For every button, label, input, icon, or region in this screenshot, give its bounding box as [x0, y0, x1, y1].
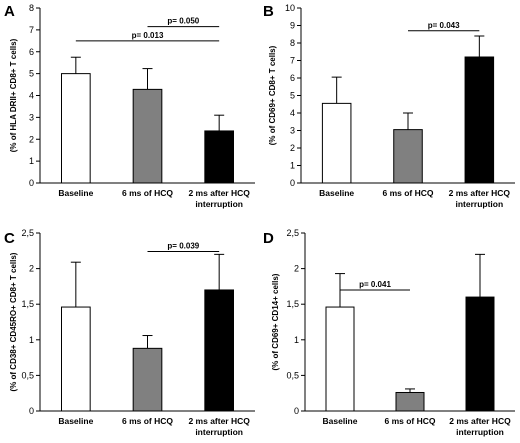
p-value-label: p= 0.050	[167, 17, 199, 26]
bar	[132, 347, 163, 412]
y-tick-label: 8	[29, 3, 34, 13]
category-label: 6 ms of HCQ	[122, 416, 173, 426]
y-tick-label: 4	[290, 108, 295, 118]
y-tick-label: 2	[29, 134, 34, 144]
p-value-label: p= 0.039	[167, 242, 199, 251]
panel-b: B 0 1 2 3 4 5 6 7 8 9 10 (% of CD69+ CD8+ T cells) Ba…	[263, 3, 515, 209]
category-label: Baseline	[58, 416, 93, 426]
category-label: interruption	[455, 199, 503, 209]
category-label: 6 ms of HCQ	[384, 416, 435, 426]
y-tick-label: 3	[29, 112, 34, 122]
y-tick-label: 5	[29, 69, 34, 79]
panel-letter: B	[263, 3, 274, 20]
y-tick-label: 9	[290, 21, 295, 31]
y-tick-label: 2	[290, 143, 295, 153]
y-tick-label: 1	[294, 335, 299, 345]
category-label: 2 ms after HCQ	[188, 188, 250, 198]
y-tick-label: 2	[29, 264, 34, 274]
panel-a: A 0 1 2 3 4 5 6 7 8 (% of HLA DRII+ CD8+ T cells) B…	[4, 3, 255, 209]
y-tick-label: 3	[290, 126, 295, 136]
y-axis-label: (% of CD69+ CD14+ cells)	[271, 273, 280, 370]
y-tick-label: 0	[29, 178, 34, 188]
panel-letter: A	[4, 3, 15, 20]
bar	[61, 73, 91, 184]
y-tick-label: 1,5	[21, 299, 34, 309]
category-label: Baseline	[58, 188, 93, 198]
category-label: interruption	[195, 427, 243, 437]
panel-c: C 0 0,5 1 1,5 2 2,5 (% of CD38+ CD45RO+ CD8+ T …	[4, 228, 255, 437]
bar	[395, 391, 425, 412]
panel-letter: C	[4, 230, 15, 247]
category-label: Baseline	[323, 416, 358, 426]
bar	[132, 88, 163, 184]
y-tick-label: 0,5	[286, 370, 299, 380]
y-tick-label: 2	[294, 264, 299, 274]
category-label: 6 ms of HCQ	[122, 188, 173, 198]
y-tick-label: 1	[290, 161, 295, 171]
bar	[465, 296, 495, 412]
y-tick-label: 1,5	[286, 299, 299, 309]
y-axis-label: (% of HLA DRII+ CD8+ T cells)	[9, 38, 18, 152]
p-value-label: p= 0.013	[132, 31, 164, 40]
y-tick-label: 7	[290, 56, 295, 66]
y-tick-label: 8	[290, 38, 295, 48]
bar	[204, 130, 234, 184]
y-tick-label: 6	[290, 73, 295, 83]
bar	[204, 289, 234, 412]
y-tick-label: 0	[290, 178, 295, 188]
y-tick-label: 4	[29, 91, 34, 101]
y-tick-label: 0,5	[21, 370, 34, 380]
y-axis-label: (% of CD69+ CD8+ T cells)	[268, 45, 277, 145]
category-label: 2 ms after HCQ	[449, 416, 511, 426]
bar	[325, 306, 355, 412]
y-tick-label: 1	[29, 335, 34, 345]
y-tick-label: 0	[29, 406, 34, 416]
category-label: 2 ms after HCQ	[449, 188, 511, 198]
y-tick-label: 1	[29, 156, 34, 166]
y-tick-label: 2,5	[286, 228, 299, 238]
y-tick-label: 10	[285, 3, 295, 13]
bar	[393, 129, 423, 184]
panel-d: D 0 0,5 1 1,5 2 2,5 (% of CD69+ CD14+ cells) Bas…	[263, 228, 515, 437]
y-tick-label: 7	[29, 25, 34, 35]
bar	[321, 102, 352, 184]
y-tick-label: 0	[294, 406, 299, 416]
category-label: 6 ms of HCQ	[382, 188, 433, 198]
y-axis-label: (% of CD38+ CD45RO+ CD8+ T cells)	[9, 252, 18, 391]
category-label: 2 ms after HCQ	[188, 416, 250, 426]
category-label: interruption	[195, 199, 243, 209]
p-value-label: p= 0.041	[359, 280, 391, 289]
category-label: Baseline	[319, 188, 354, 198]
y-tick-label: 6	[29, 47, 34, 57]
p-value-label: p= 0.043	[428, 21, 460, 30]
y-tick-label: 5	[290, 91, 295, 101]
bar	[464, 56, 495, 184]
y-tick-label: 2,5	[21, 228, 34, 238]
bar	[61, 306, 91, 412]
panel-letter: D	[263, 230, 274, 247]
category-label: interruption	[456, 427, 504, 437]
